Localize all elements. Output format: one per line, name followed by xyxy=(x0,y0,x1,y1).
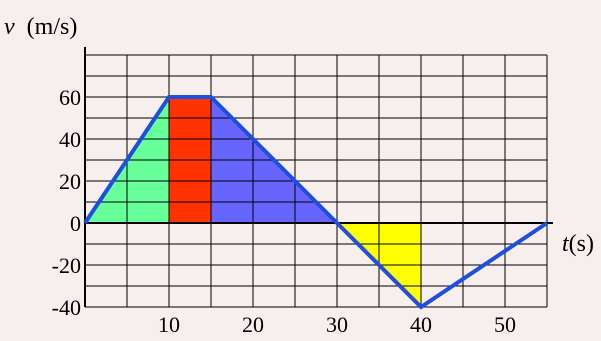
x-tick-label: 20 xyxy=(242,312,264,337)
x-axis-variable: t xyxy=(562,231,570,257)
y-tick-label: -20 xyxy=(52,253,81,278)
x-tick-label: 50 xyxy=(494,312,516,337)
series xyxy=(83,95,549,310)
y-tick-label: 20 xyxy=(59,169,81,194)
y-axis-variable: v xyxy=(4,14,15,40)
x-tick-label: 30 xyxy=(326,312,348,337)
y-tick-label: 40 xyxy=(59,127,81,152)
y-tick-label: -40 xyxy=(52,295,81,320)
axes xyxy=(84,47,553,307)
y-tick-label: 0 xyxy=(70,211,81,236)
y-axis-unit: (m/s) xyxy=(27,14,78,40)
x-axis-unit: (s) xyxy=(569,231,594,257)
y-tick-label: 60 xyxy=(59,85,81,110)
velocity-line xyxy=(83,95,549,310)
y-axis-label: v (m/s) xyxy=(4,14,77,40)
x-axis-label: t(s) xyxy=(562,231,594,257)
x-tick-label: 10 xyxy=(158,312,180,337)
tick-labels: 60 40 20 0 -20 -40 10 20 30 40 50 xyxy=(52,85,516,337)
x-tick-label: 40 xyxy=(410,312,432,337)
